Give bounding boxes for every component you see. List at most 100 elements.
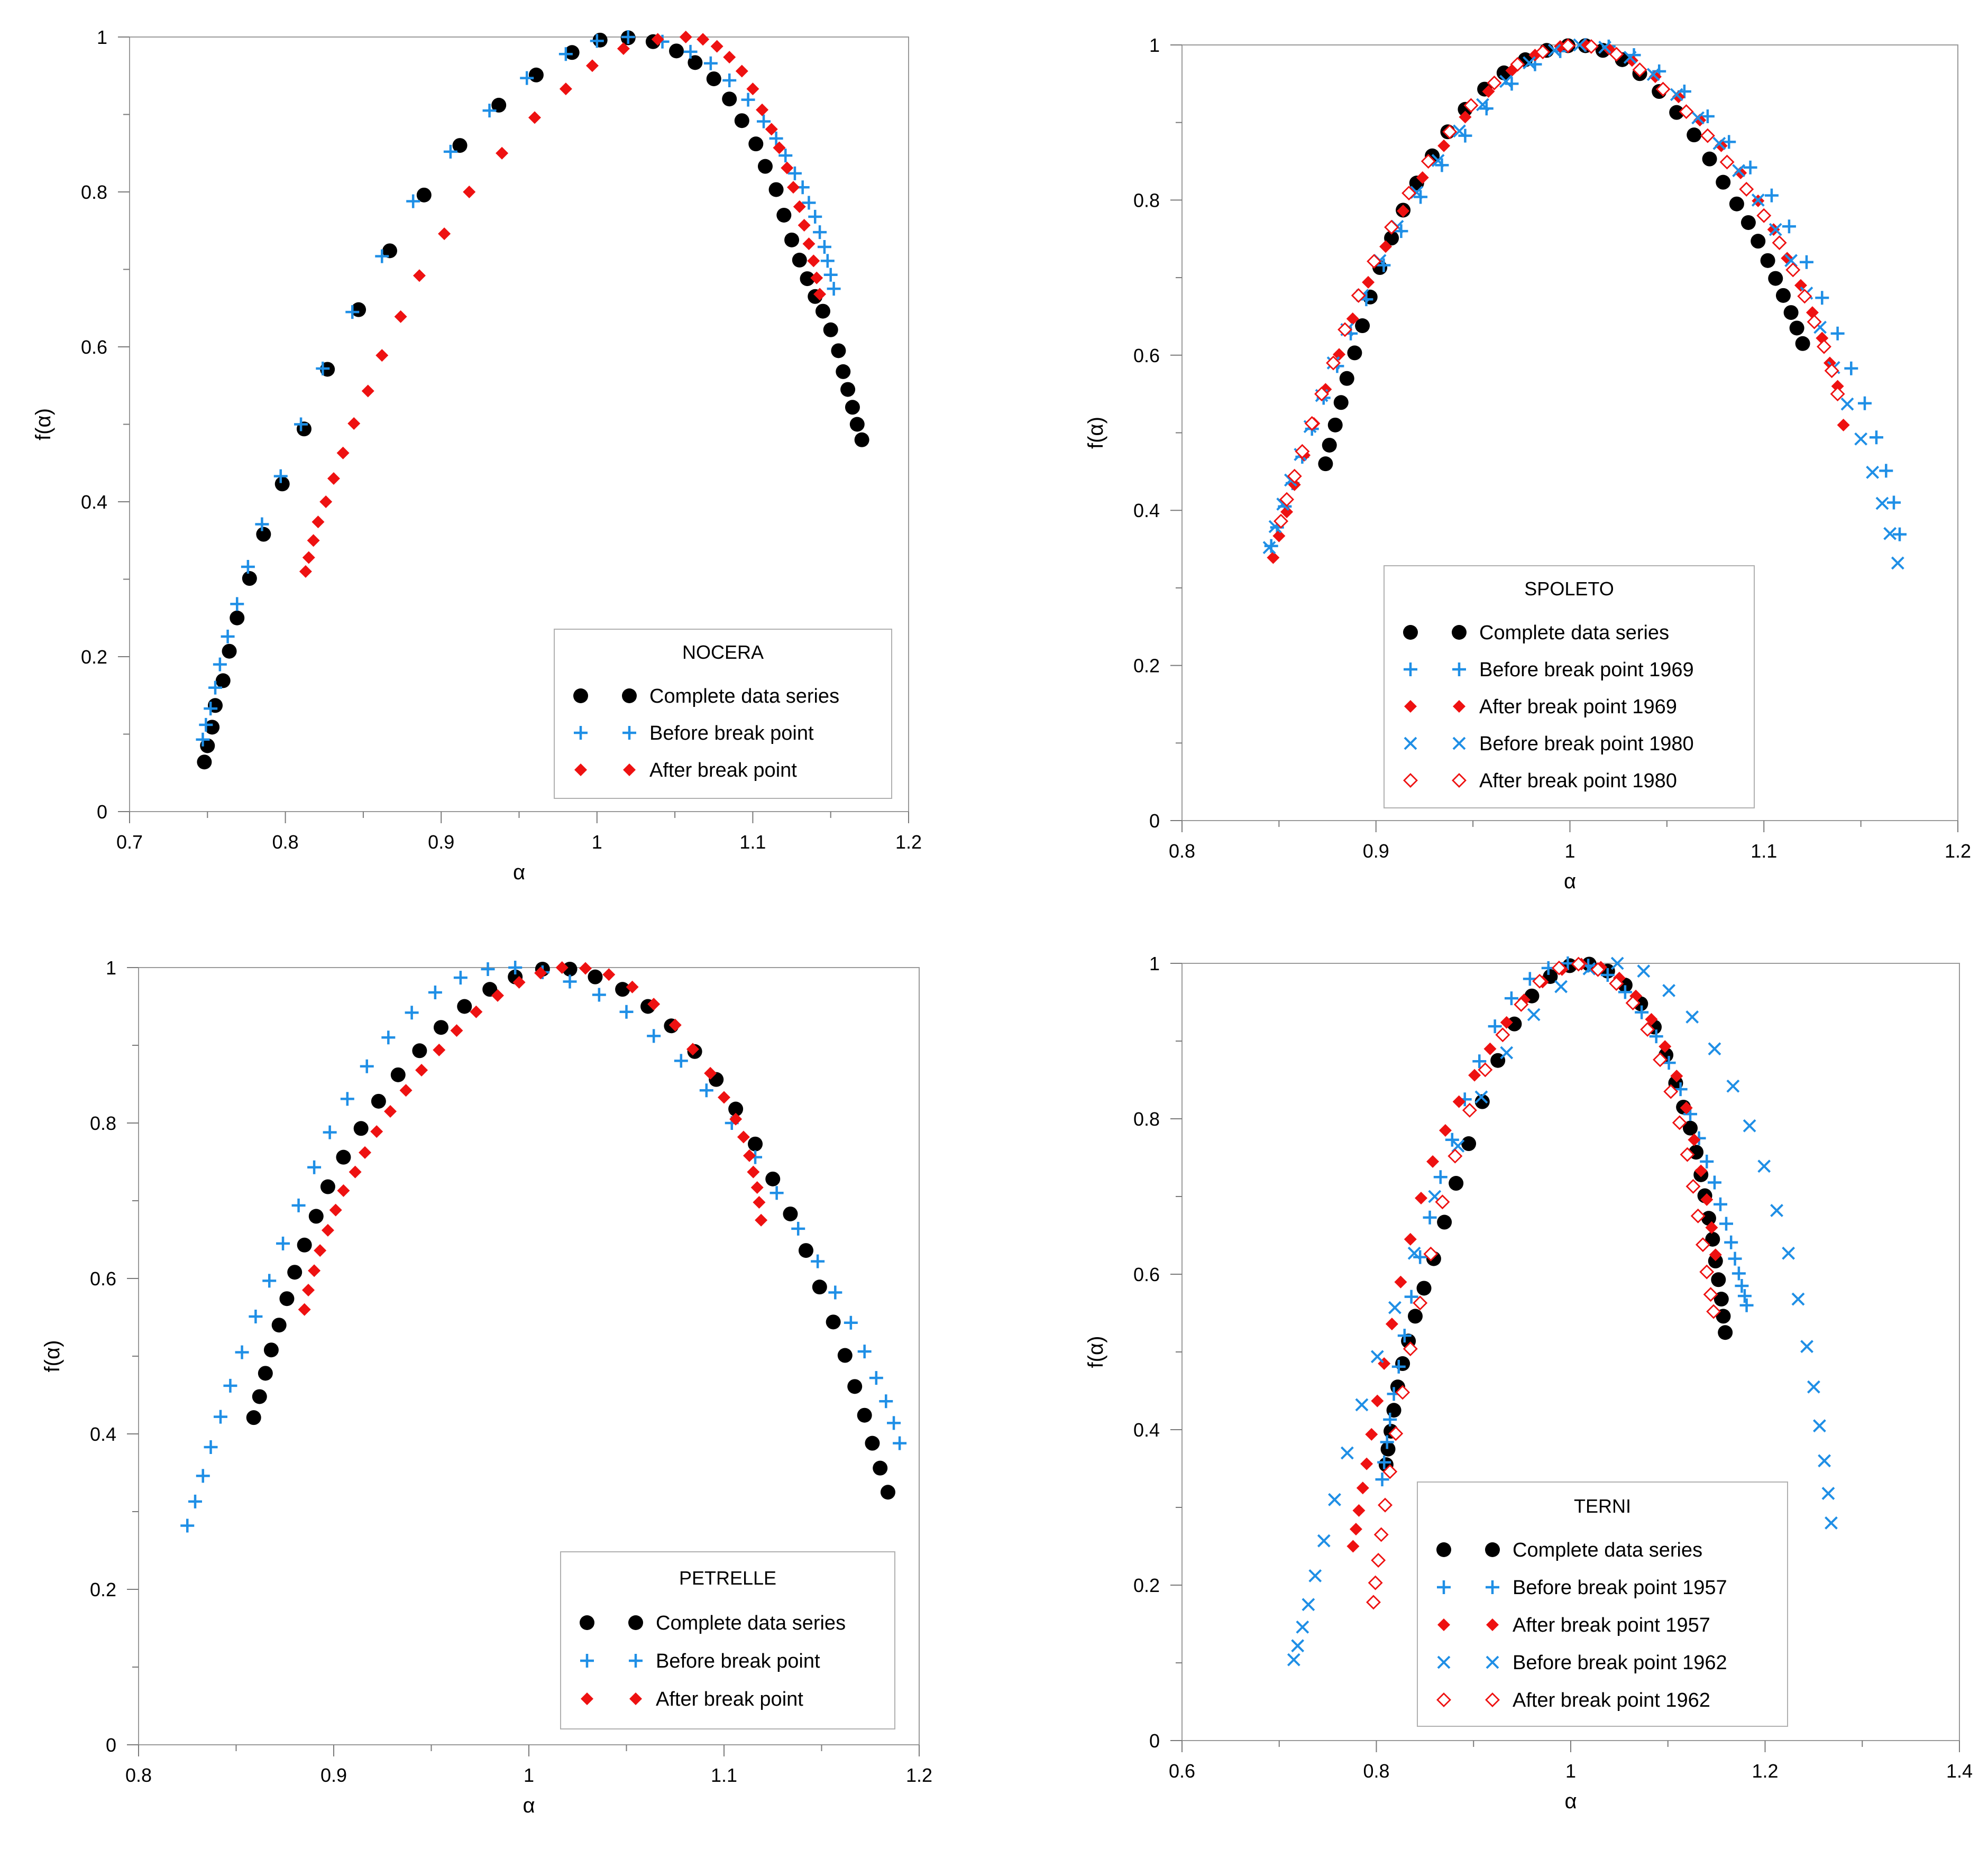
data-point	[753, 1195, 766, 1209]
data-point	[828, 1285, 842, 1300]
panel-petrelle: 0 0.2 0.4 0.6 0.8 1 0.8 0.9 1 1.1 1.2 α f(α) PETRELLE…	[41, 957, 932, 1817]
data-point	[1709, 1248, 1722, 1262]
data-point	[722, 73, 737, 88]
data-point	[1395, 1356, 1410, 1372]
data-point	[1532, 973, 1547, 989]
data-point	[1527, 1008, 1541, 1021]
data-point	[321, 1223, 334, 1237]
data-point	[1388, 1426, 1404, 1441]
data-point	[1355, 1398, 1369, 1412]
data-point	[1732, 164, 1745, 178]
data-point	[1590, 962, 1606, 977]
data-point	[230, 597, 244, 611]
y-tick-label: 1	[1149, 953, 1160, 974]
data-point	[1500, 1046, 1514, 1060]
data-point	[840, 382, 856, 397]
data-point	[1821, 1487, 1835, 1500]
data-point	[768, 182, 784, 197]
data-point	[1735, 1279, 1749, 1293]
y-tick-label: 1	[106, 957, 116, 979]
data-point	[413, 269, 426, 282]
data-point	[1397, 204, 1410, 217]
data-point	[316, 362, 330, 376]
data-point	[1416, 171, 1429, 184]
data-point	[1377, 1455, 1391, 1469]
series-after-break-point	[299, 31, 827, 578]
legend-marker	[580, 1654, 594, 1668]
data-point	[1769, 223, 1782, 236]
data-point	[1705, 1231, 1720, 1247]
data-point	[1700, 1154, 1714, 1168]
data-point	[1291, 1639, 1305, 1653]
data-point	[1380, 1435, 1394, 1449]
data-point	[1478, 1062, 1493, 1078]
data-point	[1764, 188, 1779, 203]
data-point	[1349, 1523, 1362, 1536]
data-point	[1551, 960, 1566, 975]
series-after-break-point-1957	[1346, 958, 1722, 1553]
data-point	[1445, 1133, 1459, 1147]
legend-entry-label: Before break point	[656, 1650, 820, 1672]
data-point	[405, 1006, 419, 1020]
data-point	[223, 1378, 237, 1393]
legend-marker	[629, 1692, 642, 1705]
legend-marker	[1452, 773, 1467, 788]
data-point	[854, 432, 869, 447]
data-point	[668, 1018, 682, 1032]
data-point	[590, 34, 604, 48]
data-point	[857, 1407, 872, 1423]
series-after-break-point-1980	[1274, 38, 1845, 529]
data-point	[1783, 305, 1799, 320]
data-point	[249, 1310, 263, 1324]
data-point	[1739, 181, 1754, 197]
y-axis-title: f(α)	[41, 1340, 64, 1373]
data-point	[1690, 1208, 1706, 1223]
x-tick-label: 0.8	[272, 831, 299, 853]
data-point	[406, 194, 420, 208]
data-point	[1415, 1191, 1428, 1204]
data-point	[1875, 496, 1889, 510]
data-point	[558, 47, 573, 61]
data-point	[1712, 136, 1726, 150]
y-tick-label: 0.4	[1133, 500, 1160, 521]
data-point	[718, 1091, 730, 1104]
data-point	[273, 469, 288, 483]
data-point	[773, 141, 786, 154]
data-point	[262, 1274, 277, 1288]
data-point	[1830, 326, 1845, 340]
data-point	[1767, 223, 1780, 236]
data-point	[564, 45, 580, 60]
data-point	[1366, 1595, 1381, 1610]
data-point	[463, 186, 476, 198]
data-point	[757, 114, 771, 128]
data-point	[298, 1303, 311, 1316]
legend-marker	[628, 1615, 643, 1630]
data-point	[215, 673, 231, 688]
data-point	[1437, 1214, 1452, 1230]
x-tick-label: 1.2	[906, 1764, 932, 1786]
x-axis-title: α	[523, 1794, 535, 1817]
y-tick-label: 0	[1149, 1730, 1160, 1752]
data-point	[1625, 995, 1641, 1010]
data-point	[703, 56, 718, 70]
data-point	[433, 1043, 446, 1056]
legend-entry-label: After break point 1962	[1513, 1689, 1710, 1711]
data-point	[1791, 1292, 1805, 1306]
data-point	[778, 149, 793, 163]
x-tick-label: 0.9	[320, 1764, 347, 1786]
legend-title: NOCERA	[682, 641, 764, 663]
data-point	[823, 268, 838, 282]
data-point	[274, 476, 290, 492]
legend-title: TERNI	[1574, 1495, 1631, 1517]
x-tick-label: 1	[1564, 840, 1575, 862]
data-point	[1408, 1309, 1423, 1324]
data-point	[323, 1125, 337, 1139]
data-point	[470, 1005, 483, 1018]
data-point	[1453, 124, 1466, 138]
data-point	[222, 643, 237, 659]
x-axis-title: α	[1564, 870, 1576, 893]
data-point	[592, 988, 606, 1002]
data-point	[1831, 380, 1844, 393]
data-point	[1609, 47, 1624, 62]
